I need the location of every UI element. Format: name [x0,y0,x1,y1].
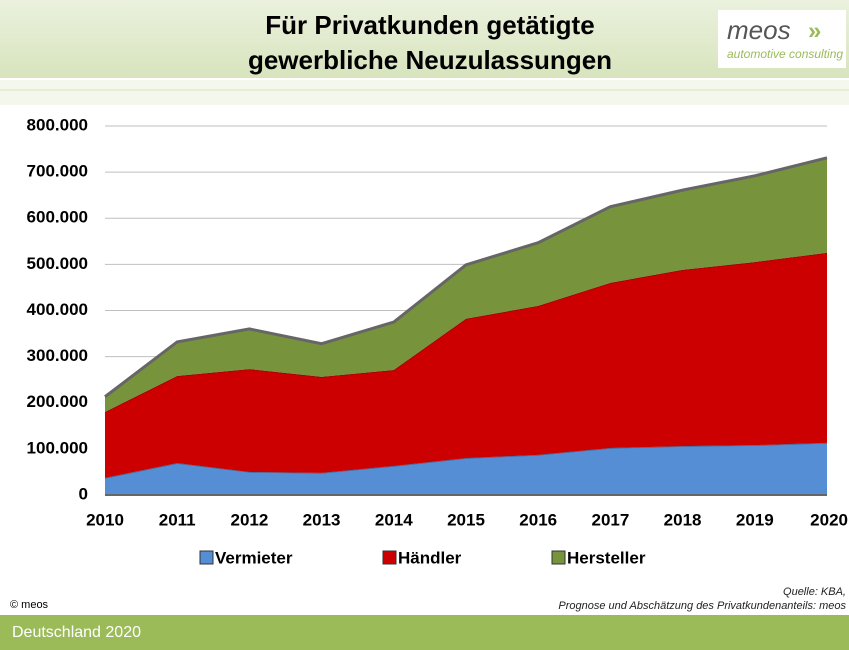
x-tick-label: 2011 [159,510,196,529]
y-tick-label: 200.000 [27,392,88,411]
area-fill [105,442,827,495]
x-tick-label: 2013 [303,510,341,529]
logo-tagline: automotive consulting [727,47,843,61]
source-note: Prognose und Abschätzung des Privatkunde… [558,600,846,612]
logo: meos [727,15,791,45]
y-tick-label: 600.000 [27,208,88,227]
footer-band [0,615,849,650]
header-band [0,0,849,78]
legend-label: Vermieter [215,548,293,567]
y-tick-label: 700.000 [27,162,88,181]
header-strip [0,80,849,105]
footer-region: Deutschland 2020 [12,624,141,641]
logo-box [718,10,846,68]
x-tick-label: 2015 [447,510,485,529]
chart-title: Für Privatkunden getätigte [265,10,594,40]
x-tick-label: 2016 [519,510,557,529]
y-tick-label: 400.000 [27,300,88,319]
y-tick-label: 0 [79,484,88,503]
x-tick-label: 2020 [810,510,848,529]
legend-label: Hersteller [567,548,646,567]
x-tick-label: 2014 [375,510,413,529]
x-tick-label: 2010 [86,510,124,529]
legend-swatch [382,550,397,565]
legend-label: Händler [398,548,462,567]
area-edge [104,156,828,398]
x-tick-label: 2019 [736,510,774,529]
legend-swatch [199,550,214,565]
y-tick-label: 500.000 [27,254,88,273]
source: Quelle: KBA, [783,586,846,598]
y-tick-label: 300.000 [27,346,88,365]
chart-title: gewerbliche Neuzulassungen [248,45,612,75]
legend-swatch [551,550,566,565]
y-tick-label: 800.000 [27,115,88,134]
y-tick-label: 100.000 [27,438,88,457]
logo-arrows: » [808,17,821,44]
copyright: © meos [10,599,49,611]
x-tick-label: 2018 [664,510,702,529]
area-fill [105,157,827,412]
x-tick-label: 2017 [591,510,629,529]
area-fill [105,252,827,478]
x-tick-label: 2012 [230,510,268,529]
